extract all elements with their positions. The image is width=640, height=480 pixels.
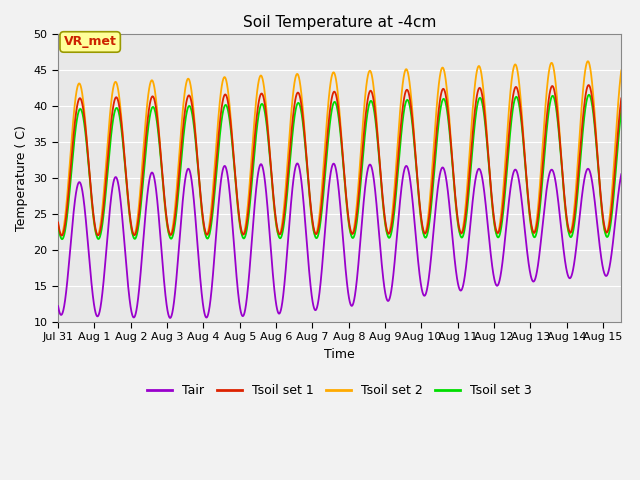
Title: Soil Temperature at -4cm: Soil Temperature at -4cm (243, 15, 436, 30)
Y-axis label: Temperature ( C): Temperature ( C) (15, 125, 28, 231)
Text: VR_met: VR_met (64, 36, 116, 48)
Legend: Tair, Tsoil set 1, Tsoil set 2, Tsoil set 3: Tair, Tsoil set 1, Tsoil set 2, Tsoil se… (142, 379, 537, 402)
X-axis label: Time: Time (324, 348, 355, 361)
